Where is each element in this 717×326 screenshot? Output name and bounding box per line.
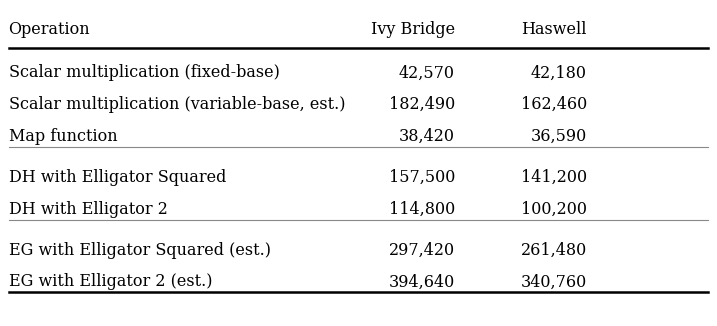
Text: 42,180: 42,180 [531,65,587,82]
Text: Haswell: Haswell [521,21,587,38]
Text: DH with Elligator 2: DH with Elligator 2 [9,200,167,218]
Text: Ivy Bridge: Ivy Bridge [371,21,455,38]
Text: 394,640: 394,640 [389,274,455,290]
Text: 297,420: 297,420 [389,242,455,259]
Text: Operation: Operation [9,21,90,38]
Text: DH with Elligator Squared: DH with Elligator Squared [9,169,226,186]
Text: 141,200: 141,200 [521,169,587,186]
Text: 36,590: 36,590 [531,128,587,145]
Text: 100,200: 100,200 [521,200,587,218]
Text: 340,760: 340,760 [521,274,587,290]
Text: 162,460: 162,460 [521,96,587,113]
Text: EG with Elligator Squared (est.): EG with Elligator Squared (est.) [9,242,270,259]
Text: 38,420: 38,420 [399,128,455,145]
Text: 42,570: 42,570 [399,65,455,82]
Text: Map function: Map function [9,128,117,145]
Text: 182,490: 182,490 [389,96,455,113]
Text: EG with Elligator 2 (est.): EG with Elligator 2 (est.) [9,274,212,290]
Text: Scalar multiplication (fixed-base): Scalar multiplication (fixed-base) [9,65,280,82]
Text: 157,500: 157,500 [389,169,455,186]
Text: 114,800: 114,800 [389,200,455,218]
Text: Scalar multiplication (variable-base, est.): Scalar multiplication (variable-base, es… [9,96,345,113]
Text: 261,480: 261,480 [521,242,587,259]
